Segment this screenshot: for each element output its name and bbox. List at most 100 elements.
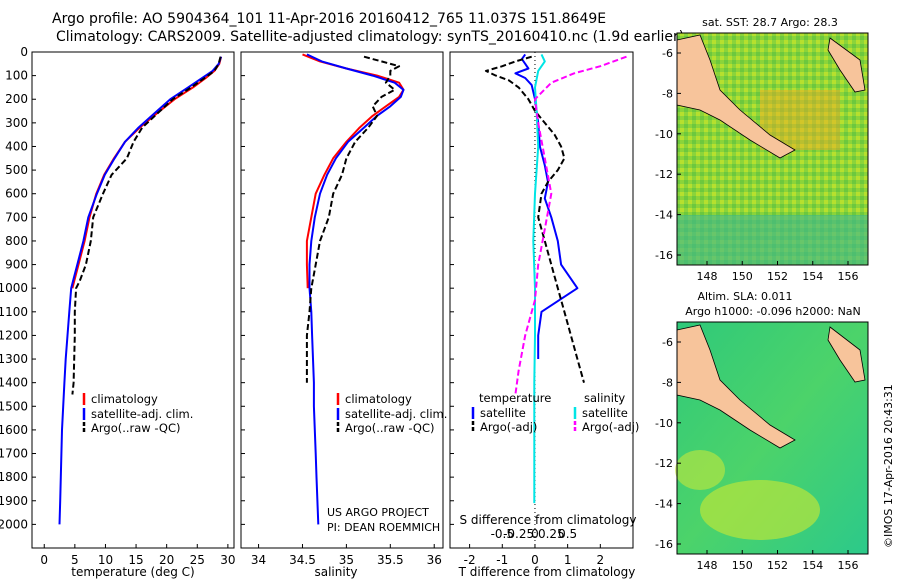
salinity-legend: climatology satellite-adj. clim. Argo(..… <box>336 392 447 435</box>
temperature-xlabel: temperature (deg C) <box>71 565 194 579</box>
sst-map-frame <box>676 32 869 266</box>
salinity-xlabel: salinity <box>314 565 357 579</box>
map-lon-label: 154 <box>802 559 823 572</box>
sst-land-shape <box>676 34 796 159</box>
map-lat-label: -12 <box>655 168 673 181</box>
sla-map-ticks: -6 -8 -10 -12 -14 -16 148 150 152 154 156 <box>655 336 858 572</box>
x-tick-label: 2 <box>597 553 605 567</box>
sla-map-frame <box>676 321 869 555</box>
series-group <box>58 53 627 525</box>
map-lat-label: -10 <box>655 417 673 430</box>
sla-map-title-1: Altim. SLA: 0.011 <box>697 290 792 303</box>
s-tick-label: 0.25 <box>538 527 565 541</box>
sst-map-title: sat. SST: 28.7 Argo: 28.3 <box>702 16 838 29</box>
x-tick-label: 5 <box>71 553 79 567</box>
legend-label-argo: Argo(..raw -QC) <box>91 421 181 435</box>
project-label: US ARGO PROJECT <box>327 506 429 519</box>
x-tick-label: 30 <box>220 553 235 567</box>
map-lon-label: 156 <box>838 559 859 572</box>
legend-label-s-argo: Argo(-adj) <box>582 420 639 434</box>
legend-label-satellite: satellite-adj. clim. <box>91 407 193 421</box>
difference-legend: temperature salinity satellite Argo(-adj… <box>471 391 639 434</box>
title-line-1: Argo profile: AO 5904364_101 11-Apr-2016… <box>52 11 607 27</box>
sst-map: sat. SST: 28.7 Argo: 28.3 -6-8-10-12-14-… <box>655 16 869 283</box>
sla-yellow-blob <box>675 450 725 490</box>
legend-label-t-satellite: satellite <box>480 406 526 420</box>
series-line <box>71 56 223 289</box>
map-lon-label: 152 <box>767 270 788 283</box>
salinity-axes <box>240 51 444 549</box>
depth-tick-label: 400 <box>5 139 28 153</box>
x-tick-label: 34 <box>251 553 266 567</box>
x-tick-label: 34.5 <box>289 553 316 567</box>
x-tick-label: 15 <box>128 553 143 567</box>
x-tick-label: -1 <box>496 553 508 567</box>
map-lat-label: -6 <box>662 47 673 60</box>
sla-island-shape <box>827 326 866 383</box>
depth-tick-label: 1700 <box>0 447 28 461</box>
map-lat-label: -16 <box>655 538 673 551</box>
temperature-axes <box>31 51 235 549</box>
map-lon-label: 148 <box>697 559 718 572</box>
series-line <box>71 56 222 395</box>
sla-map-title-2: Argo h1000: -0.096 h2000: NaN <box>685 305 861 318</box>
x-tick-label: 1 <box>564 553 572 567</box>
s-tick-label: 0 <box>531 527 539 541</box>
map-lon-label: 150 <box>732 270 753 283</box>
x-tick-group: 0 5 10 15 20 25 30 34 34.5 35 35.5 36 -2 -1 0 1 2 -0.5-0.… <box>40 52 604 567</box>
map-lon-label: 148 <box>697 270 718 283</box>
depth-tick-label: 1800 <box>0 470 28 484</box>
depth-tick-label: 800 <box>5 234 28 248</box>
legend-label-t-argo: Argo(-adj) <box>480 420 537 434</box>
depth-tick-label: 700 <box>5 210 28 224</box>
pi-label: PI: DEAN ROEMMICH <box>327 521 440 534</box>
depth-tick-label: 600 <box>5 187 28 201</box>
map-lat-label: -14 <box>655 498 673 511</box>
map-lon-label: 152 <box>767 559 788 572</box>
map-lon-label: 154 <box>802 270 823 283</box>
legend-label-argo: Argo(..raw -QC) <box>345 421 435 435</box>
depth-tick-label: 1000 <box>0 281 28 295</box>
depth-tick-label: 300 <box>5 116 28 130</box>
sst-cool-patch <box>677 215 868 265</box>
legend-label-s-satellite: satellite <box>582 406 628 420</box>
sla-map: Altim. SLA: 0.011 Argo h1000: -0.096 h20… <box>655 290 869 572</box>
x-tick-label: -2 <box>464 553 476 567</box>
depth-tick-label: 1600 <box>0 423 28 437</box>
map-lat-label: -10 <box>655 128 673 141</box>
x-tick-label: 0 <box>531 553 539 567</box>
legend-header-salinity: salinity <box>584 391 625 405</box>
depth-tick-label: 1100 <box>0 305 28 319</box>
series-line <box>484 55 585 383</box>
depth-tick-group: 0 100 200 300 400 500 600 700 800 900 1000 1100 1200… <box>0 45 454 531</box>
difference-axes <box>449 51 634 549</box>
sst-map-ticks: -6 -8 -10 -12 -14 -16 148 150 152 154 156 <box>655 47 858 283</box>
depth-tick-label: 500 <box>5 163 28 177</box>
map-lon-label: 150 <box>732 559 753 572</box>
series-line <box>514 53 579 359</box>
series-line <box>514 55 627 395</box>
x-tick-label: 36 <box>427 553 442 567</box>
sla-land-shape <box>676 324 796 449</box>
x-tick-label: 0 <box>40 553 48 567</box>
depth-tick-label: 2000 <box>0 517 28 531</box>
legend-header-temperature: temperature <box>479 391 551 405</box>
depth-tick-label: 200 <box>5 92 28 106</box>
series-line <box>58 56 223 525</box>
depth-tick-label: 1200 <box>0 328 28 342</box>
x-tick-label: 10 <box>98 553 113 567</box>
x-tick-label: 35 <box>339 553 354 567</box>
series-line <box>306 53 405 525</box>
map-lat-label: -8 <box>662 87 673 100</box>
depth-tick-label: 1300 <box>0 352 28 366</box>
legend-label-climatology: climatology <box>345 392 412 406</box>
map-lat-label: -6 <box>662 336 673 349</box>
map-lat-label: -12 <box>655 457 673 470</box>
map-lat-label: -16 <box>655 249 673 262</box>
depth-tick-label: 100 <box>5 69 28 83</box>
map-lat-label: -8 <box>662 376 673 389</box>
map-lon-label: 156 <box>838 270 859 283</box>
sst-island-shape <box>827 37 866 93</box>
depth-tick-label: 900 <box>5 258 28 272</box>
